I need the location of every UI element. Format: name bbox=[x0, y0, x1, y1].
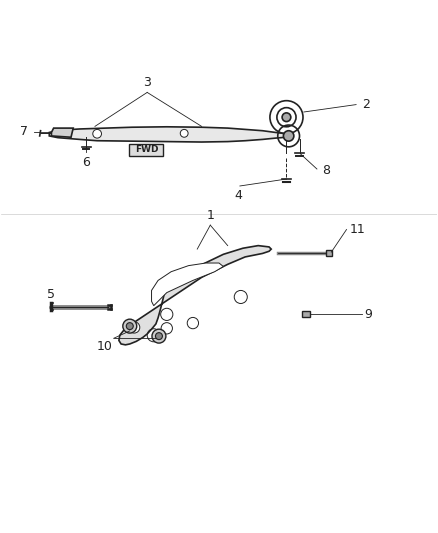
Polygon shape bbox=[152, 263, 223, 305]
Text: 9: 9 bbox=[364, 308, 372, 321]
Text: 11: 11 bbox=[350, 223, 365, 236]
Circle shape bbox=[180, 130, 188, 137]
Circle shape bbox=[155, 333, 162, 340]
Circle shape bbox=[123, 319, 137, 333]
Polygon shape bbox=[119, 246, 271, 345]
Text: 8: 8 bbox=[322, 164, 331, 177]
Polygon shape bbox=[51, 128, 73, 137]
Text: 6: 6 bbox=[82, 156, 90, 168]
Text: 4: 4 bbox=[235, 189, 243, 202]
Circle shape bbox=[128, 322, 140, 333]
Bar bbox=[302, 311, 310, 317]
Text: 2: 2 bbox=[363, 98, 371, 111]
FancyBboxPatch shape bbox=[129, 144, 163, 156]
Circle shape bbox=[152, 329, 166, 343]
Circle shape bbox=[234, 290, 247, 303]
Circle shape bbox=[161, 322, 173, 334]
Circle shape bbox=[93, 130, 102, 138]
Text: FWD: FWD bbox=[135, 146, 159, 155]
Text: 5: 5 bbox=[47, 288, 56, 301]
Circle shape bbox=[161, 308, 173, 320]
Circle shape bbox=[187, 318, 198, 329]
Text: 1: 1 bbox=[206, 209, 214, 222]
Bar bbox=[325, 251, 332, 256]
Circle shape bbox=[126, 322, 133, 329]
Text: 3: 3 bbox=[143, 76, 151, 89]
Circle shape bbox=[282, 113, 291, 122]
Text: 10: 10 bbox=[96, 341, 113, 353]
Text: 7: 7 bbox=[21, 125, 28, 138]
Polygon shape bbox=[49, 127, 286, 142]
Circle shape bbox=[283, 131, 294, 141]
